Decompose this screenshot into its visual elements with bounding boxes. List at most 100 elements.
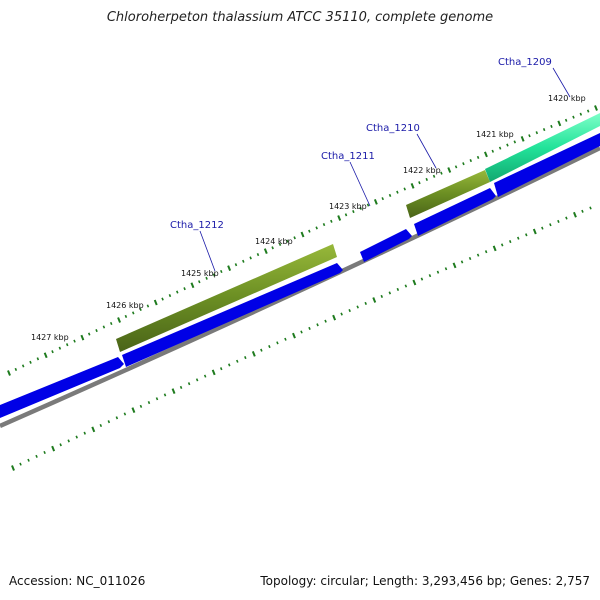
gene-teal-ctha-1209[interactable]	[485, 113, 600, 182]
outer-tick	[124, 314, 128, 319]
outer-tick	[572, 115, 575, 119]
outer-tick	[212, 273, 216, 277]
outer-tick	[579, 112, 583, 116]
inner-tick-row	[11, 206, 592, 471]
inner-tick	[316, 323, 319, 327]
outer-tick	[131, 311, 135, 315]
gene-blue-ctha-1209[interactable]	[494, 133, 600, 197]
kbp-label-1426: 1426 kbp	[106, 301, 144, 310]
inner-tick	[91, 426, 96, 433]
inner-tick	[163, 393, 167, 397]
kbp-label-1421: 1421 kbp	[476, 130, 514, 139]
outer-tick	[359, 206, 362, 210]
inner-tick	[525, 233, 528, 237]
inner-tick	[179, 385, 183, 389]
inner-tick	[123, 412, 127, 416]
inner-tick	[67, 439, 70, 443]
genome-summary-text: Topology: circular; Length: 3,293,456 bp…	[260, 574, 590, 588]
inner-tick	[388, 291, 392, 295]
inner-tick	[171, 388, 176, 395]
outer-tick	[234, 263, 238, 267]
inner-tick	[83, 431, 86, 435]
gene-blue-ctha-1210[interactable]	[414, 188, 496, 236]
outer-tick	[300, 231, 305, 238]
inner-tick	[541, 226, 544, 230]
inner-tick	[139, 404, 143, 408]
gene-label-ctha-1212[interactable]: Ctha_1212	[170, 220, 224, 231]
outer-tick	[220, 269, 223, 274]
gene-label-ctha-1211[interactable]: Ctha_1211	[321, 151, 375, 162]
gene-blue-ctha-1212[interactable]	[122, 263, 343, 367]
kbp-label-1424: 1424 kbp	[255, 237, 293, 246]
gene-blue-ctha-1211[interactable]	[360, 229, 412, 262]
inner-tick	[372, 297, 377, 303]
gene-olive-ctha-1210[interactable]	[406, 170, 490, 218]
outer-tick	[271, 246, 274, 250]
inner-tick	[211, 369, 216, 376]
inner-tick	[420, 277, 424, 281]
gene-olive-ctha-1212[interactable]	[116, 244, 337, 352]
inner-tick	[508, 240, 512, 244]
outer-tick	[462, 162, 465, 166]
inner-tick	[228, 363, 231, 367]
leader-ctha-1210	[416, 133, 437, 169]
outer-tick	[183, 287, 186, 291]
inner-tick	[187, 382, 191, 386]
outer-tick	[586, 109, 590, 113]
inner-tick	[284, 337, 287, 341]
outer-tick	[176, 290, 179, 294]
outer-tick	[491, 149, 495, 153]
outer-tick	[454, 165, 458, 169]
inner-tick	[348, 308, 351, 313]
outer-tick	[352, 209, 355, 214]
outer-tick	[594, 105, 598, 111]
outer-tick	[498, 146, 502, 150]
outer-tick	[344, 213, 348, 217]
inner-tick	[500, 243, 504, 247]
outer-tick	[139, 307, 142, 312]
leader-ctha-1211	[349, 161, 371, 207]
inner-tick	[452, 262, 457, 269]
outer-tick	[469, 159, 473, 163]
outer-tick	[403, 187, 406, 191]
inner-tick	[244, 356, 247, 360]
outer-tick	[410, 182, 415, 189]
outer-tick	[373, 198, 378, 205]
outer-tick	[513, 140, 517, 144]
leader-ctha-1212	[199, 230, 216, 272]
outer-tick	[14, 367, 18, 371]
inner-tick	[99, 423, 103, 428]
inner-tick	[276, 341, 279, 345]
outer-tick	[535, 131, 539, 135]
gene-blue-left[interactable]	[0, 357, 124, 418]
outer-tick	[227, 265, 232, 271]
inner-tick	[251, 350, 256, 357]
inner-tick	[428, 274, 432, 278]
outer-tick	[528, 134, 531, 138]
inner-tick	[532, 228, 537, 235]
outer-tick	[520, 135, 525, 142]
outer-tick	[87, 332, 91, 336]
outer-tick	[95, 328, 98, 333]
outer-tick	[102, 325, 106, 329]
outer-tick	[249, 256, 252, 260]
inner-tick	[75, 435, 78, 439]
inner-tick	[324, 319, 327, 323]
inner-tick	[268, 344, 271, 349]
inner-tick	[59, 443, 62, 447]
outer-tick	[388, 193, 392, 197]
inner-tick	[195, 378, 199, 382]
inner-tick	[203, 374, 207, 378]
leader-ctha-1209	[552, 67, 571, 98]
outer-tick	[484, 151, 488, 158]
inner-tick	[11, 465, 15, 471]
outer-tick	[337, 215, 342, 221]
kbp-label-1420: 1420 kbp	[548, 94, 586, 103]
inner-tick	[356, 305, 359, 309]
gene-label-ctha-1209[interactable]: Ctha_1209	[498, 57, 552, 68]
outer-tick	[73, 339, 76, 343]
gene-label-ctha-1210[interactable]: Ctha_1210	[366, 123, 420, 134]
accession-text: Accession: NC_011026	[9, 574, 146, 588]
inner-tick	[155, 397, 159, 401]
